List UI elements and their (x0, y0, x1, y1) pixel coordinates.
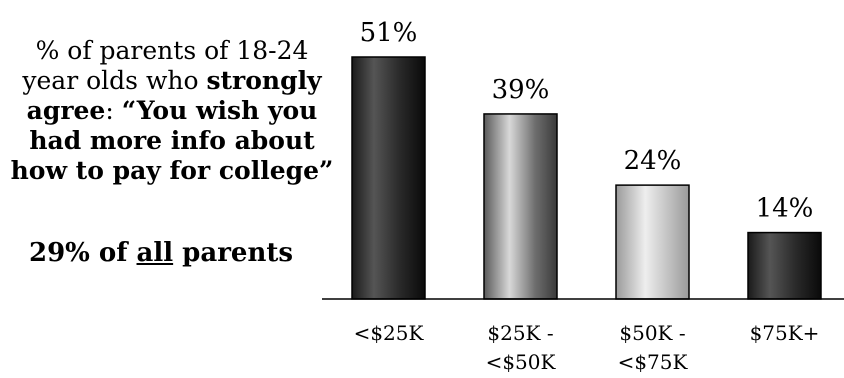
summary-pre: 29% of (28, 238, 137, 268)
caption-colon: : (105, 96, 122, 125)
caption-quote-end: how to pay for college” (10, 156, 334, 185)
value-label-4: 14% (756, 194, 814, 224)
caption-quote-mid: had more info about (29, 126, 315, 155)
caption-quote-start: “You wish you (121, 96, 318, 125)
caption-line-4: had more info about (0, 126, 344, 156)
summary-all: all (136, 238, 174, 268)
summary-statement: 29% of all parents (0, 238, 322, 268)
value-label-1: 51% (360, 18, 418, 48)
caption-line-1: % of parents of 18-24 (35, 36, 309, 65)
chart-caption: % of parents of 18-24 year olds who stro… (0, 36, 344, 186)
caption-line-5: how to pay for college” (0, 156, 344, 186)
x-tick-label-2: $25K -<$50K (486, 321, 557, 374)
caption-agree: agree (26, 96, 106, 125)
caption-line-3: agree: “You wish you (0, 96, 344, 126)
value-label-2: 39% (492, 75, 550, 105)
value-label-3: 24% (624, 146, 682, 176)
bar-3 (615, 184, 690, 300)
bar-2 (483, 113, 558, 300)
caption-line-2-text: year olds who (22, 66, 207, 95)
x-tick-label-3: $50K -<$75K (618, 321, 689, 374)
caption-strongly: strongly (206, 66, 322, 95)
x-tick-label-4: $75K+ (750, 321, 820, 345)
summary-post: parents (173, 238, 293, 268)
bar-1 (351, 56, 426, 300)
bar-4 (747, 231, 822, 300)
x-tick-label-1: <$25K (354, 321, 425, 345)
caption-line-2: year olds who strongly (0, 66, 344, 96)
